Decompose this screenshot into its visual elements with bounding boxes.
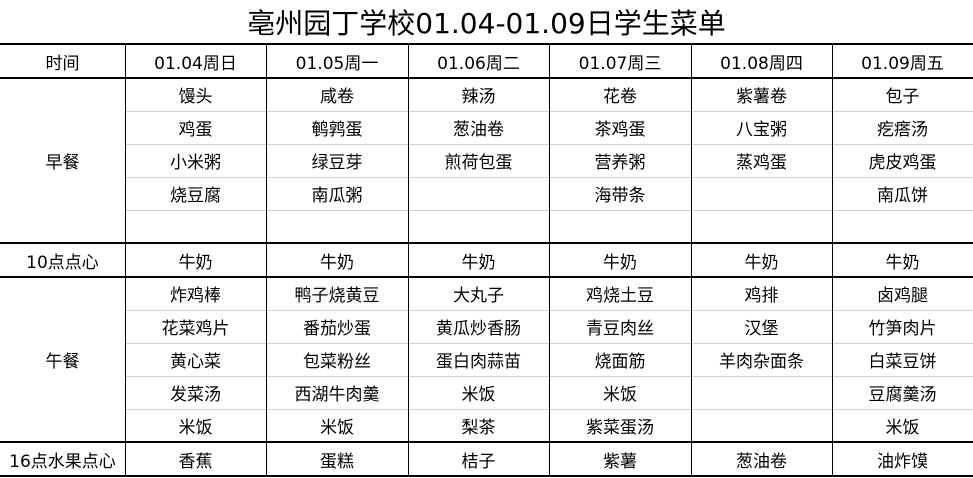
section-divider — [0, 276, 973, 278]
menu-item — [691, 409, 832, 442]
menu-item — [691, 210, 832, 243]
menu-item: 紫薯卷 — [736, 87, 787, 107]
menu-item: 鸡排 — [744, 286, 779, 306]
menu-item: 绿豆芽 — [311, 153, 363, 173]
section-divider — [0, 242, 973, 244]
menu-item: 米饭 — [603, 385, 637, 405]
menu-item: 竹笋肉片 — [868, 319, 937, 339]
section-divider — [0, 77, 973, 79]
menu-item: 西湖牛肉羹 — [294, 385, 380, 405]
menu-item: 包子 — [885, 87, 920, 107]
header-day: 01.07周三 — [578, 54, 662, 74]
menu-item: 豆腐羹汤 — [868, 385, 937, 405]
menu-item: 牛奶 — [320, 252, 354, 273]
menu-item: 海带条 — [594, 186, 646, 206]
menu-item — [266, 210, 408, 243]
section-label: 午餐 — [45, 352, 80, 372]
menu-item: 汉堡 — [744, 319, 779, 339]
menu-item: 黄瓜炒香肠 — [436, 319, 521, 339]
column-divider — [125, 45, 126, 476]
section-label: 10点点心 — [26, 252, 99, 273]
menu-item: 牛奶 — [744, 252, 779, 273]
menu-item: 牛奶 — [603, 252, 637, 273]
menu-item: 黄心菜 — [170, 352, 221, 372]
menu-item: 炸鸡棒 — [170, 286, 221, 306]
menu-item: 牛奶 — [178, 252, 213, 273]
menu-item: 鸡蛋 — [178, 120, 213, 140]
menu-item: 米饭 — [178, 418, 213, 438]
menu-item: 蛋白肉蒜苗 — [436, 352, 521, 372]
menu-item: 米饭 — [461, 385, 496, 405]
header-day: 01.06周二 — [437, 54, 520, 74]
menu-item — [408, 177, 549, 210]
section-divider — [0, 441, 973, 443]
menu-item: 油炸馍 — [877, 451, 928, 472]
section-label: 16点水果点心 — [9, 451, 116, 472]
column-divider — [408, 45, 409, 476]
menu-item: 发菜汤 — [170, 385, 221, 405]
menu-item: 烧面筋 — [594, 352, 646, 372]
menu-item: 紫薯 — [603, 451, 637, 472]
column-divider — [832, 45, 833, 476]
menu-item: 包菜粉丝 — [303, 352, 371, 372]
menu-item: 煎荷包蛋 — [444, 153, 513, 173]
header-day: 01.04周日 — [154, 54, 237, 74]
menu-item: 青豆肉丝 — [586, 319, 654, 339]
menu-item — [408, 210, 549, 243]
menu-item: 营养粥 — [594, 153, 646, 173]
menu-item — [691, 376, 832, 409]
menu-item: 梨茶 — [461, 418, 496, 438]
menu-item: 米饭 — [320, 418, 354, 438]
header-day: 01.05周一 — [295, 54, 379, 74]
menu-item: 花卷 — [603, 87, 637, 107]
menu-item: 葱油卷 — [453, 120, 504, 140]
menu-item: 南瓜粥 — [311, 186, 363, 206]
menu-item: 卤鸡腿 — [877, 286, 928, 306]
menu-item: 小米粥 — [170, 153, 221, 173]
menu-item — [125, 210, 266, 243]
section-divider — [0, 475, 973, 477]
header-time: 时间 — [45, 54, 80, 74]
menu-item: 鹌鹑蛋 — [311, 120, 363, 140]
menu-item: 香蕉 — [178, 451, 213, 472]
menu-item: 八宝粥 — [736, 120, 787, 140]
menu-item — [832, 210, 973, 243]
menu-item: 蛋糕 — [320, 451, 354, 472]
column-divider — [266, 45, 267, 476]
menu-item: 牛奶 — [885, 252, 920, 273]
header-day: 01.08周四 — [720, 54, 803, 74]
menu-item: 桔子 — [461, 451, 496, 472]
menu-item: 葱油卷 — [736, 451, 787, 472]
menu-item: 烧豆腐 — [170, 186, 221, 206]
menu-item: 大丸子 — [453, 286, 504, 306]
menu-item: 白菜豆饼 — [868, 352, 937, 372]
menu-item: 花菜鸡片 — [161, 319, 230, 339]
page-title: 亳州园丁学校01.04-01.09日学生菜单 — [0, 0, 973, 45]
menu-item: 虎皮鸡蛋 — [868, 153, 937, 173]
menu-item: 辣汤 — [461, 87, 496, 107]
column-divider — [549, 45, 550, 476]
menu-item — [691, 177, 832, 210]
menu-item: 蒸鸡蛋 — [736, 153, 787, 173]
menu-item: 茶鸡蛋 — [594, 120, 646, 140]
column-divider — [691, 45, 692, 476]
menu-item: 羊肉杂面条 — [719, 352, 804, 372]
section-label: 早餐 — [45, 153, 80, 173]
menu-item: 牛奶 — [461, 252, 496, 273]
menu-item: 咸卷 — [320, 87, 354, 107]
menu-item: 鸭子烧黄豆 — [294, 286, 380, 306]
menu-item: 南瓜饼 — [877, 186, 928, 206]
menu-item: 馒头 — [178, 87, 213, 107]
menu-item: 番茄炒蛋 — [303, 319, 371, 339]
menu-item: 鸡烧土豆 — [586, 286, 654, 306]
menu-item — [549, 210, 691, 243]
menu-item: 疙瘩汤 — [877, 120, 928, 140]
menu-item: 紫菜蛋汤 — [586, 418, 654, 438]
header-day: 01.09周五 — [861, 54, 944, 74]
menu-item: 米饭 — [885, 418, 920, 438]
